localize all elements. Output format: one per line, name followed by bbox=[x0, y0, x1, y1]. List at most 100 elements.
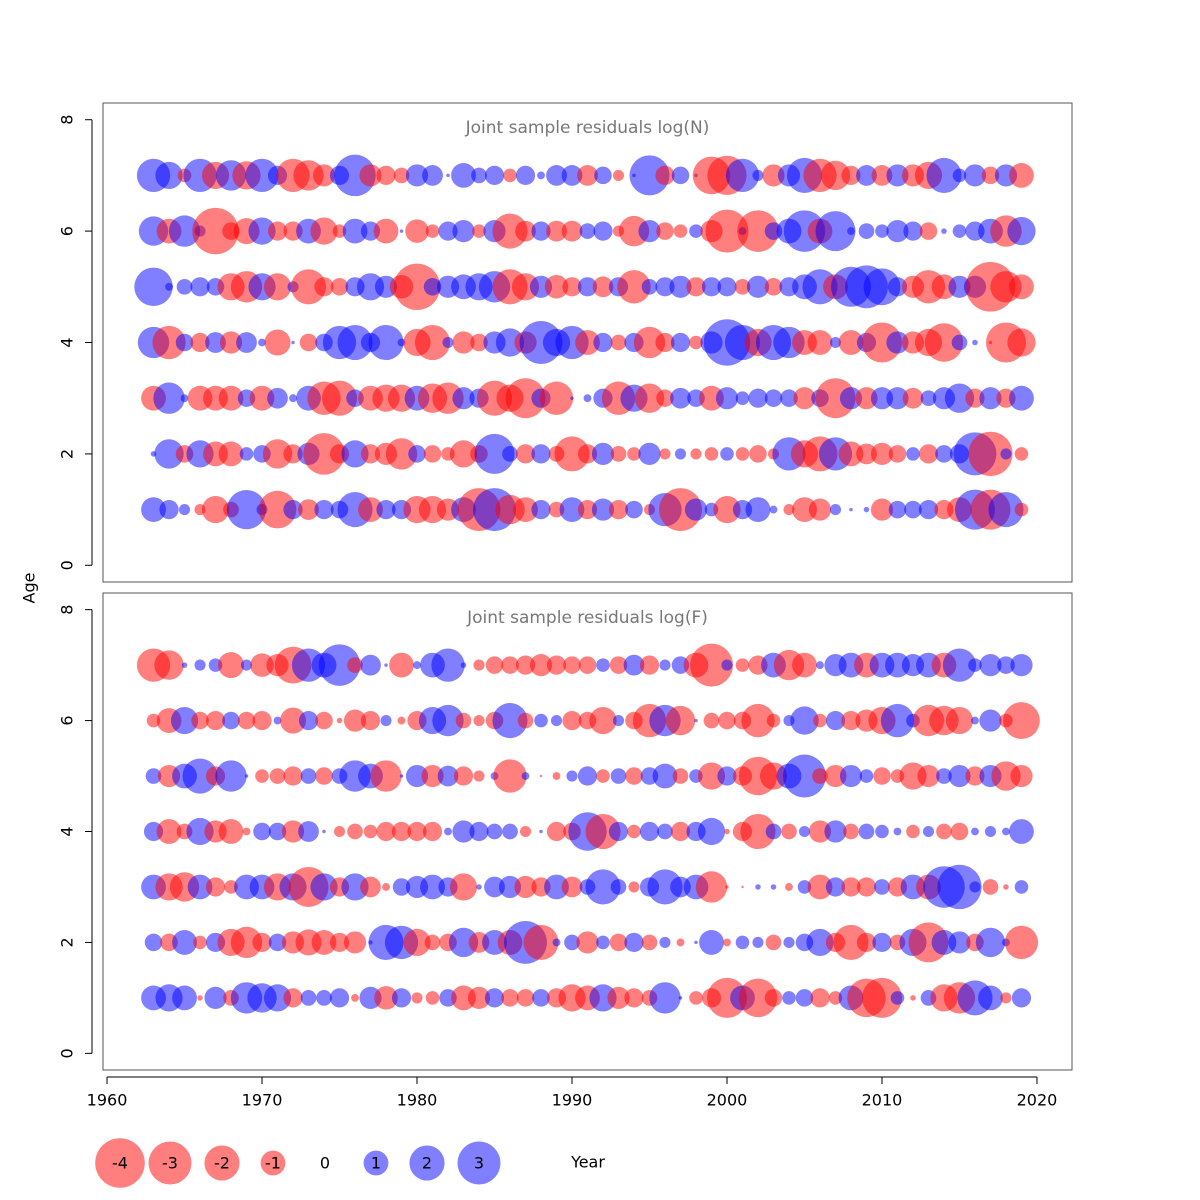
bubble bbox=[609, 656, 628, 674]
bubble bbox=[785, 883, 793, 891]
bubble bbox=[314, 277, 334, 297]
legend-bubble bbox=[204, 1145, 240, 1181]
bubble bbox=[783, 504, 795, 516]
bubble bbox=[343, 931, 367, 954]
bubble bbox=[752, 169, 764, 181]
bubble bbox=[592, 276, 614, 298]
bubble bbox=[638, 442, 661, 465]
bubble bbox=[971, 716, 979, 725]
bubble bbox=[825, 877, 846, 897]
bubble bbox=[484, 988, 505, 1008]
bubble bbox=[841, 877, 861, 897]
bubble bbox=[170, 706, 199, 735]
bubble bbox=[936, 823, 952, 840]
bubble bbox=[578, 656, 597, 674]
bubble bbox=[515, 165, 536, 186]
bubble bbox=[444, 827, 452, 836]
y-tick-label: 2 bbox=[58, 937, 77, 947]
bubble bbox=[625, 500, 643, 519]
bubble bbox=[187, 874, 213, 900]
bubble bbox=[690, 643, 733, 687]
bubble bbox=[856, 443, 877, 465]
bubble bbox=[748, 388, 768, 408]
bubble bbox=[1014, 447, 1029, 461]
bubble bbox=[329, 988, 350, 1008]
bubble bbox=[988, 492, 1024, 528]
bubble bbox=[762, 164, 785, 187]
bubble bbox=[918, 444, 939, 464]
bubble bbox=[360, 654, 381, 676]
bubble bbox=[1009, 163, 1034, 188]
bubble bbox=[315, 767, 333, 785]
bubble bbox=[389, 652, 414, 678]
bubble bbox=[948, 931, 971, 954]
bubble bbox=[629, 155, 670, 196]
bubble bbox=[623, 654, 645, 676]
x-axis-label: Year bbox=[570, 1153, 605, 1172]
plot-frame bbox=[102, 592, 1073, 1071]
bubble bbox=[670, 332, 691, 353]
bubble bbox=[979, 709, 1002, 732]
bubble bbox=[552, 772, 561, 780]
bubble bbox=[564, 934, 580, 951]
bubble bbox=[918, 499, 939, 520]
bubble bbox=[154, 650, 184, 680]
bubble bbox=[720, 447, 734, 461]
bubble bbox=[298, 499, 319, 520]
bubble bbox=[705, 209, 749, 253]
bubble bbox=[180, 394, 189, 403]
bubble bbox=[893, 827, 902, 836]
bubble bbox=[576, 931, 599, 954]
bubble bbox=[472, 224, 486, 238]
bubble bbox=[393, 263, 441, 311]
bubble bbox=[624, 988, 644, 1008]
bubble bbox=[414, 324, 451, 361]
bubble bbox=[267, 387, 288, 409]
bubble bbox=[376, 821, 396, 842]
bubble bbox=[498, 875, 522, 899]
bubble bbox=[577, 499, 598, 520]
bubble bbox=[370, 760, 402, 792]
bubble bbox=[190, 277, 210, 297]
bubble bbox=[984, 825, 997, 838]
bubble bbox=[825, 710, 846, 731]
bubble bbox=[360, 710, 381, 731]
x-tick-label: 1980 bbox=[397, 1091, 438, 1110]
bubble bbox=[191, 711, 209, 730]
bubble bbox=[397, 716, 406, 725]
bubble bbox=[655, 277, 675, 297]
bubble bbox=[874, 879, 890, 895]
bubble bbox=[263, 984, 292, 1012]
bubble bbox=[455, 712, 472, 729]
bubble bbox=[513, 497, 538, 522]
bubble bbox=[686, 277, 706, 297]
bubble bbox=[168, 215, 201, 247]
legend-bubble bbox=[148, 1141, 192, 1185]
bubble bbox=[875, 824, 889, 839]
bubble bbox=[610, 879, 627, 895]
bubble bbox=[795, 989, 814, 1007]
bubble bbox=[963, 164, 987, 187]
bubble bbox=[808, 820, 832, 843]
bubble bbox=[249, 385, 275, 411]
bubble bbox=[684, 498, 708, 521]
bubble bbox=[952, 224, 967, 238]
bubble bbox=[552, 938, 561, 947]
bubble bbox=[738, 978, 778, 1018]
bubble bbox=[175, 333, 194, 352]
bubble bbox=[596, 769, 610, 783]
bubble bbox=[570, 396, 574, 400]
bubble bbox=[873, 767, 891, 785]
bubble bbox=[849, 507, 853, 512]
bubble bbox=[451, 163, 476, 188]
bubble bbox=[1011, 988, 1032, 1008]
bubble bbox=[764, 389, 783, 407]
bubble bbox=[515, 220, 536, 242]
bubble bbox=[1003, 884, 1009, 890]
bubble bbox=[888, 445, 907, 463]
bubble bbox=[948, 275, 971, 298]
bubble bbox=[839, 387, 863, 410]
bubble bbox=[917, 764, 940, 788]
bubble bbox=[655, 165, 675, 186]
bubble bbox=[421, 764, 444, 788]
